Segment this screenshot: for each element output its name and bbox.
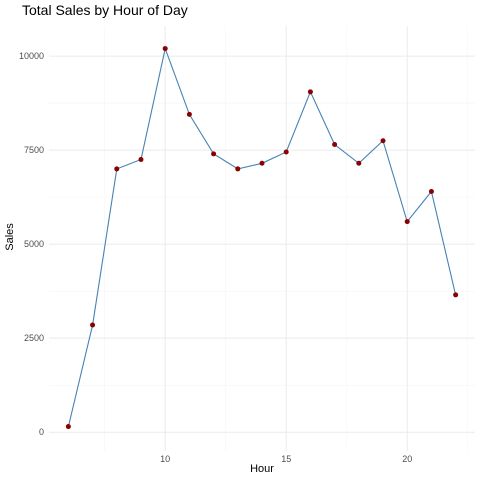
y-tick-label: 5000 — [24, 239, 44, 249]
y-tick-label: 7500 — [24, 145, 44, 155]
data-point — [211, 151, 217, 157]
x-axis-title: Hour — [250, 463, 274, 475]
data-point — [332, 141, 338, 147]
y-tick-label: 2500 — [24, 333, 44, 343]
data-point — [307, 89, 313, 95]
data-point — [65, 424, 71, 430]
data-point — [259, 160, 265, 166]
data-point — [404, 219, 410, 225]
data-point — [138, 157, 144, 163]
series-group — [65, 46, 459, 430]
data-point — [428, 188, 434, 194]
y-tick-label: 0 — [39, 427, 44, 437]
data-point — [162, 46, 168, 52]
data-point — [380, 138, 386, 144]
series-line — [67, 46, 457, 427]
x-tick-label: 15 — [281, 454, 291, 464]
data-point — [283, 149, 289, 155]
x-tick-label: 10 — [160, 454, 170, 464]
chart-title: Total Sales by Hour of Day — [22, 2, 188, 18]
x-tick-label: 20 — [402, 454, 412, 464]
data-point — [453, 292, 459, 298]
grid — [49, 26, 475, 451]
y-axis-title: Sales — [4, 223, 16, 251]
y-tick-label: 10000 — [19, 51, 44, 61]
data-point — [186, 111, 192, 117]
data-point — [114, 166, 120, 172]
data-point — [90, 322, 96, 328]
data-point — [356, 160, 362, 166]
data-point — [235, 166, 241, 172]
tick-labels: 10 15 20 0 2500 5000 7500 10000 — [19, 51, 412, 464]
